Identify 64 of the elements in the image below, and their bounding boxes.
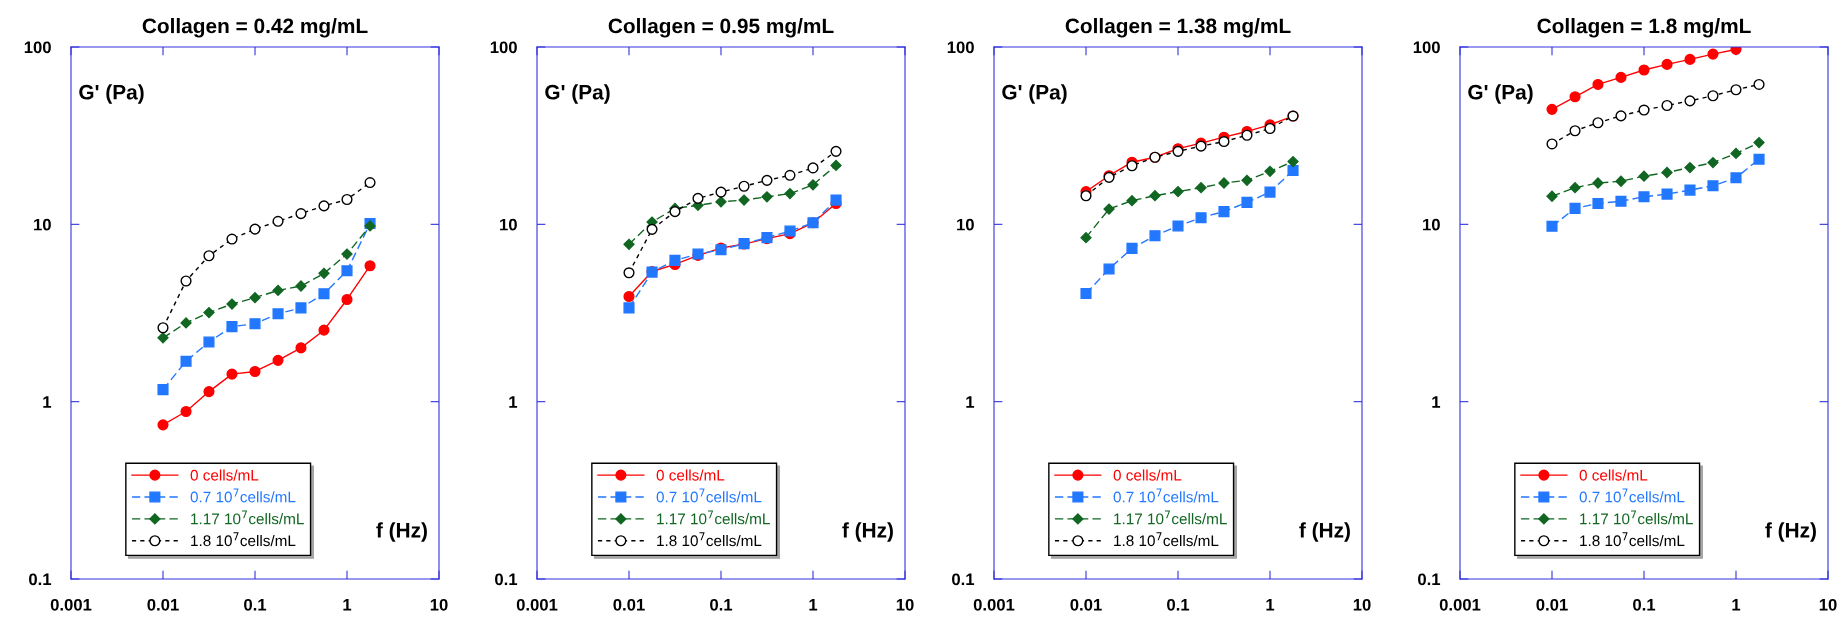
x-tick-label: 1 xyxy=(1266,599,1275,611)
x-tick-label: 10 xyxy=(1353,598,1371,611)
y-tick-label: 100 xyxy=(490,41,517,54)
legend-label: 1.17 10$^{7}$cells/mL xyxy=(1580,510,1693,525)
y-axis-title: G' (Pa) xyxy=(79,84,144,104)
x-tick-label: 0.1 xyxy=(710,598,733,611)
y-tick-label: 1 xyxy=(966,396,975,408)
chart-title: Collagen = 1.38 mg/mL xyxy=(1065,18,1291,38)
x-tick-label: 1 xyxy=(343,599,352,611)
legend-label: 0 cells/mL xyxy=(656,469,725,481)
legend-label: 0 cells/mL xyxy=(1113,469,1182,481)
y-tick-label: 10 xyxy=(34,218,51,231)
x-tick-label: 10 xyxy=(430,598,448,611)
x-axis-title: f (Hz) xyxy=(1765,522,1816,542)
x-tick-label: 0.01 xyxy=(1536,598,1568,611)
x-tick-label: 0.01 xyxy=(1070,598,1102,611)
x-tick-label: 0.01 xyxy=(147,598,179,611)
legend-label: 0.7 10$^{7}$cells/mL xyxy=(1113,488,1219,503)
legend-label: 1.8 10$^{7}$cells/mL xyxy=(657,532,762,547)
legend-label: 1.8 10$^{7}$cells/mL xyxy=(1580,532,1685,547)
y-tick-label: 100 xyxy=(947,41,974,54)
x-tick-label: 0.1 xyxy=(1167,598,1190,611)
x-axis-title: f (Hz) xyxy=(376,522,427,542)
y-tick-label: 1 xyxy=(509,396,518,408)
legend-label: 0.7 10$^{7}$cells/mL xyxy=(190,488,296,503)
x-tick-label: 1 xyxy=(1732,599,1741,611)
y-tick-label: 0.1 xyxy=(1418,573,1441,586)
chart-title: Collagen = 0.95 mg/mL xyxy=(608,18,834,38)
x-axis-title: f (Hz) xyxy=(1299,522,1350,542)
x-tick-label: 0.001 xyxy=(516,598,558,611)
legend-label: 1.17 10$^{7}$cells/mL xyxy=(1114,510,1227,525)
legend-label: 1.17 10$^{7}$cells/mL xyxy=(657,510,770,525)
y-tick-label: 10 xyxy=(500,218,517,231)
legend-label: 1.17 10$^{7}$cells/mL xyxy=(191,510,304,525)
x-tick-label: 0.001 xyxy=(50,598,92,611)
chart-title: Collagen = 1.8 mg/mL xyxy=(1537,18,1751,38)
legend-label: 0.7 10$^{7}$cells/mL xyxy=(656,488,762,503)
y-tick-label: 100 xyxy=(1413,41,1440,54)
x-tick-label: 0.1 xyxy=(244,598,267,611)
legend-label: 1.8 10$^{7}$cells/mL xyxy=(191,532,296,547)
x-tick-label: 10 xyxy=(1819,598,1837,611)
y-tick-label: 10 xyxy=(1423,218,1440,231)
y-tick-label: 0.1 xyxy=(495,573,518,586)
y-tick-label: 1 xyxy=(1432,396,1441,408)
x-tick-label: 1 xyxy=(809,599,818,611)
y-axis-title: G' (Pa) xyxy=(1002,84,1067,104)
legend-label: 1.8 10$^{7}$cells/mL xyxy=(1114,532,1219,547)
y-tick-label: 0.1 xyxy=(29,573,52,586)
y-tick-label: 10 xyxy=(957,218,974,231)
y-tick-label: 0.1 xyxy=(952,573,975,586)
legend-label: 0 cells/mL xyxy=(190,469,259,481)
y-axis-title: G' (Pa) xyxy=(545,84,610,104)
chart-title: Collagen = 0.42 mg/mL xyxy=(142,18,368,38)
y-tick-label: 1 xyxy=(43,396,52,408)
y-tick-label: 100 xyxy=(24,41,51,54)
x-tick-label: 0.001 xyxy=(1439,598,1481,611)
legend-label: 0 cells/mL xyxy=(1579,469,1648,481)
y-axis-title: G' (Pa) xyxy=(1468,84,1533,104)
legend-label: 0.7 10$^{7}$cells/mL xyxy=(1579,488,1685,503)
x-tick-label: 0.01 xyxy=(613,598,645,611)
x-tick-label: 10 xyxy=(896,598,914,611)
x-axis-title: f (Hz) xyxy=(842,522,893,542)
x-tick-label: 0.001 xyxy=(973,598,1015,611)
x-tick-label: 0.1 xyxy=(1633,598,1656,611)
